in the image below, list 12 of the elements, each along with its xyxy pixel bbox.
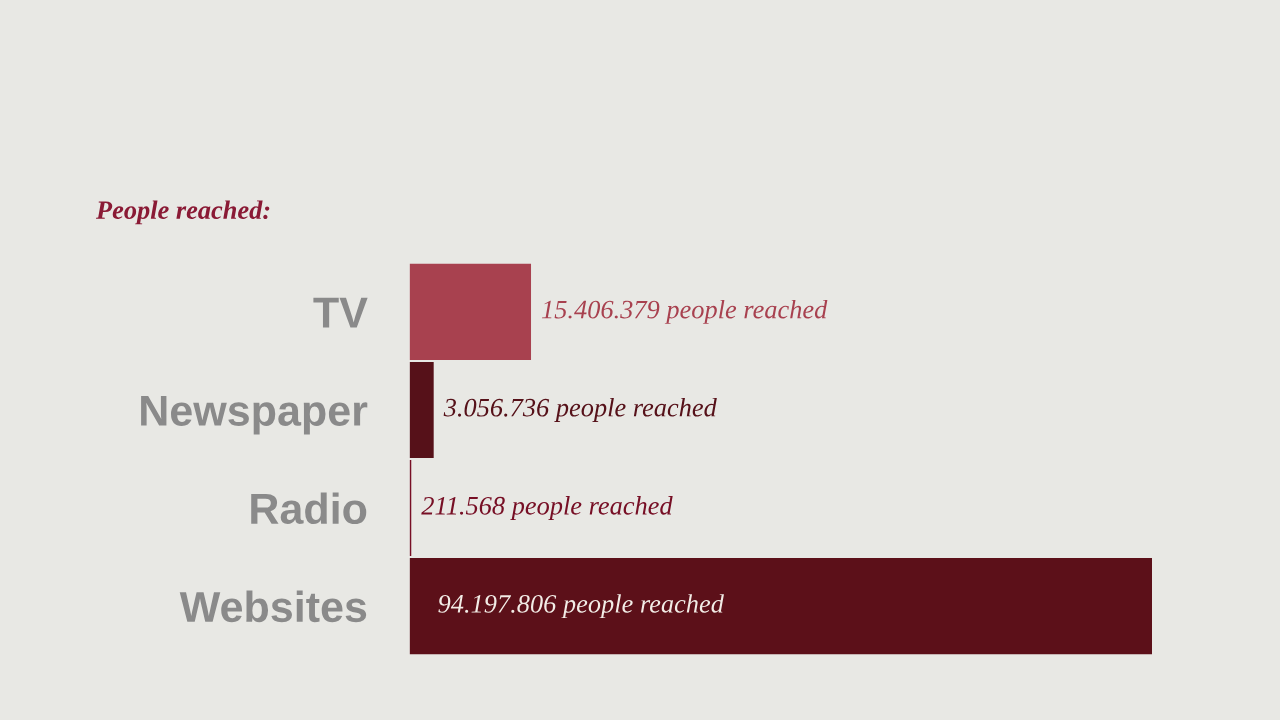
y-tick-label: Newspaper [141, 395, 368, 435]
bar [409, 263, 532, 360]
bar [409, 361, 434, 459]
data-label: 15.406.379 people reached [541, 299, 828, 324]
data-label: 211.568 people reached [421, 496, 673, 521]
data-label: 3.056.736 people reached [443, 397, 717, 422]
bar [409, 558, 1152, 655]
y-tick-label: TV [313, 297, 368, 328]
data-label: 94.197.806 people reached [438, 594, 724, 619]
text: People reached: [95, 200, 270, 225]
y-tick-label: Websites [179, 590, 367, 623]
y-tick-label: Radio [251, 492, 367, 525]
